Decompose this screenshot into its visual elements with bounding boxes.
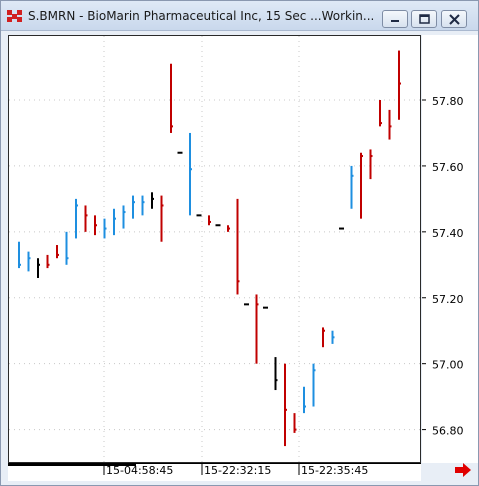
price-bar	[46, 254, 50, 269]
price-tick-label: 57.00	[432, 359, 464, 372]
app-logo-icon	[7, 10, 22, 22]
close-icon	[449, 14, 460, 25]
price-bar	[37, 258, 40, 278]
price-bar	[103, 218, 107, 239]
price-tick-label: 57.80	[432, 95, 464, 108]
price-bar	[369, 149, 373, 180]
price-bar	[208, 215, 211, 226]
price-tick-label: 56.80	[432, 425, 464, 438]
minimize-button[interactable]	[382, 10, 408, 28]
price-bar	[398, 50, 401, 120]
price-bar	[274, 357, 278, 391]
price-bar	[388, 109, 392, 140]
arrow-right-icon	[455, 463, 471, 477]
price-bar	[303, 386, 306, 414]
price-bar	[94, 215, 97, 236]
price-bar	[312, 363, 316, 407]
time-tick-label: 15-22:32:15	[204, 464, 271, 477]
price-bar	[284, 363, 287, 447]
close-button[interactable]	[441, 10, 467, 28]
price-bar	[84, 205, 88, 232]
price-chart[interactable]	[8, 35, 421, 463]
time-scrollbar-thumb	[8, 463, 136, 466]
price-bar	[132, 195, 135, 219]
price-bar	[122, 205, 126, 229]
restore-icon	[419, 14, 430, 24]
time-axis-labels: 15-04:58:45 15-22:32:15 15-22:35:45	[8, 463, 421, 477]
window-title: S.BMRN - BioMarin Pharmaceutical Inc, 15…	[28, 9, 373, 23]
price-bar	[160, 195, 164, 242]
price-bar	[293, 413, 297, 433]
price-tick-label: 57.20	[432, 293, 464, 306]
minimize-icon	[391, 20, 399, 22]
price-bar	[379, 100, 382, 127]
price-bar	[236, 198, 240, 295]
title-bar[interactable]: S.BMRN - BioMarin Pharmaceutical Inc, 15…	[1, 1, 478, 31]
price-bar	[255, 294, 259, 364]
price-bar	[18, 241, 21, 269]
time-tick-label: 15-04:58:45	[106, 464, 173, 477]
price-bar	[27, 251, 31, 272]
price-bar	[151, 192, 154, 209]
price-bar	[227, 225, 230, 232]
price-tick-label: 57.40	[432, 227, 464, 240]
price-bar	[350, 165, 354, 209]
restore-button[interactable]	[411, 10, 437, 28]
time-axis[interactable]: 15-04:58:45 15-22:32:15 15-22:35:45	[8, 463, 421, 481]
price-bar	[360, 152, 363, 219]
price-bar	[189, 132, 192, 216]
scroll-right-button[interactable]	[453, 462, 473, 478]
price-bar	[75, 198, 78, 239]
price-tick-label: 57.60	[432, 161, 464, 174]
price-bar	[141, 195, 145, 216]
price-bar	[65, 231, 69, 265]
price-bar	[170, 63, 173, 133]
chart-plot-area[interactable]	[9, 36, 420, 462]
price-bar	[322, 327, 325, 348]
price-axis[interactable]: 57.80 57.60 57.40 57.20 57.00 56.80	[422, 35, 478, 463]
price-bar	[113, 208, 116, 236]
time-tick-label: 15-22:35:45	[301, 464, 368, 477]
price-axis-labels: 57.80 57.60 57.40 57.20 57.00 56.80	[422, 95, 464, 438]
price-bar	[56, 245, 59, 259]
price-bar	[331, 330, 335, 344]
